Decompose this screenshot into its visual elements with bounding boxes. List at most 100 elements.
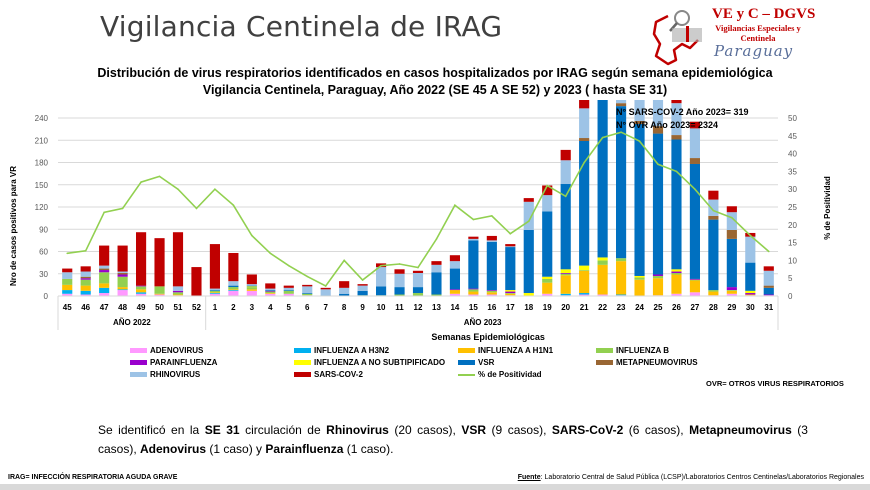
x-tick-label: 27 [690, 303, 699, 312]
bar-segment [634, 120, 645, 124]
positivity-point [527, 220, 530, 223]
paraguay-map-icon [652, 10, 702, 66]
bar-segment [62, 284, 73, 291]
bar-segment [283, 293, 294, 296]
y2-tick-label: 15 [788, 239, 797, 248]
bar-segment [283, 290, 294, 291]
bar-segment [486, 241, 497, 291]
bar-segment [486, 240, 497, 242]
bar-segment [652, 274, 664, 276]
bar-segment [117, 287, 128, 290]
bar-segment [671, 135, 682, 140]
x-tick-label: 30 [746, 303, 755, 312]
bar-segment [542, 278, 553, 283]
y-tick-label: 0 [44, 292, 49, 301]
summary-count: (1 caso) y [206, 442, 266, 456]
legend-swatch [458, 360, 475, 365]
x-tick-label: 15 [469, 303, 478, 312]
positivity-point [454, 204, 456, 207]
bar-segment [246, 287, 257, 290]
bar-segment [80, 271, 91, 277]
bar-segment [246, 284, 257, 286]
bar-segment [136, 286, 147, 290]
legend-swatch [130, 360, 147, 365]
bar-segment [172, 290, 184, 293]
bar-segment [209, 293, 220, 294]
bar-segment [652, 278, 664, 296]
bar-segment [172, 294, 184, 296]
y2-tick-label: 25 [788, 203, 797, 212]
bar-segment [80, 279, 91, 286]
legend-item: INFLUENZA A H1N1 [458, 346, 553, 355]
positivity-point [491, 215, 493, 217]
bar-segment [745, 236, 756, 263]
legend-swatch [458, 348, 475, 353]
bar-segment [449, 268, 460, 290]
bar-segment [228, 290, 239, 291]
bar-segment [579, 270, 590, 294]
group-label: AÑO 2023 [464, 318, 502, 327]
positivity-point [657, 163, 659, 166]
bar-segment [172, 232, 184, 287]
y-tick-label: 30 [39, 270, 48, 279]
bar-segment [468, 291, 479, 295]
legend-item: RHINOVIRUS [130, 370, 200, 379]
positivity-point [712, 209, 715, 212]
x-tick-label: 19 [543, 303, 552, 312]
summary-part: circulación de [239, 423, 327, 437]
summary-part: Se identificó en la [98, 423, 205, 437]
bar-segment [99, 268, 110, 271]
bar-segment [634, 100, 645, 121]
summary-virus: SARS-CoV-2 [551, 423, 624, 437]
bar-segment [560, 184, 571, 270]
summary-week: SE 31 [204, 423, 240, 437]
y2-tick-label: 30 [788, 185, 797, 194]
legend-item: ADENOVIRUS [130, 346, 203, 355]
positivity-point [564, 195, 567, 198]
bar-segment [708, 190, 719, 200]
bar-segment [209, 288, 220, 291]
bar-segment [560, 160, 571, 185]
bar-segment [209, 290, 220, 293]
bar-segment [154, 238, 165, 287]
bar-segment [579, 108, 590, 139]
positivity-point [380, 264, 382, 267]
bar-segment [394, 269, 405, 274]
x-tick-label: 49 [137, 303, 146, 312]
bar-segment [505, 291, 516, 294]
bar-segment [523, 293, 534, 296]
logo-subtitle-line2: Centinela [740, 33, 776, 43]
bar-segment [265, 290, 276, 291]
bar-segment [689, 163, 700, 279]
bar-segment [652, 275, 664, 279]
y2-axis-label: % de Positividad [823, 176, 832, 240]
bar-segment [265, 290, 276, 292]
bar-segment [117, 290, 128, 296]
x-tick-label: 7 [323, 303, 328, 312]
bar-segment [357, 285, 368, 291]
positivity-point [121, 207, 124, 210]
x-tick-label: 47 [100, 303, 109, 312]
x-tick-label: 17 [506, 303, 515, 312]
legend-item: INFLUENZA B [596, 346, 669, 355]
bar-segment [689, 128, 700, 159]
bar-segment [302, 284, 313, 287]
bar-segment [726, 206, 737, 213]
bar-segment [579, 270, 590, 271]
bar-segment [228, 289, 239, 291]
bar-segment [246, 274, 257, 285]
bar-segment [468, 288, 479, 290]
x-tick-label: 1 [213, 303, 218, 312]
chart-area: 0306090120150180210240051015202530354045… [9, 100, 832, 342]
positivity-point [398, 263, 401, 265]
bar-segment [80, 266, 91, 272]
bar-segment [689, 279, 700, 281]
x-tick-label: 9 [360, 303, 365, 312]
summary-count: (6 casos), [623, 423, 690, 437]
bar-segment [431, 261, 442, 265]
bar-segment [228, 281, 239, 286]
bar-segment [486, 292, 497, 295]
bar-segment [486, 290, 497, 293]
bar-segment [80, 276, 91, 279]
y-tick-label: 90 [39, 225, 48, 234]
